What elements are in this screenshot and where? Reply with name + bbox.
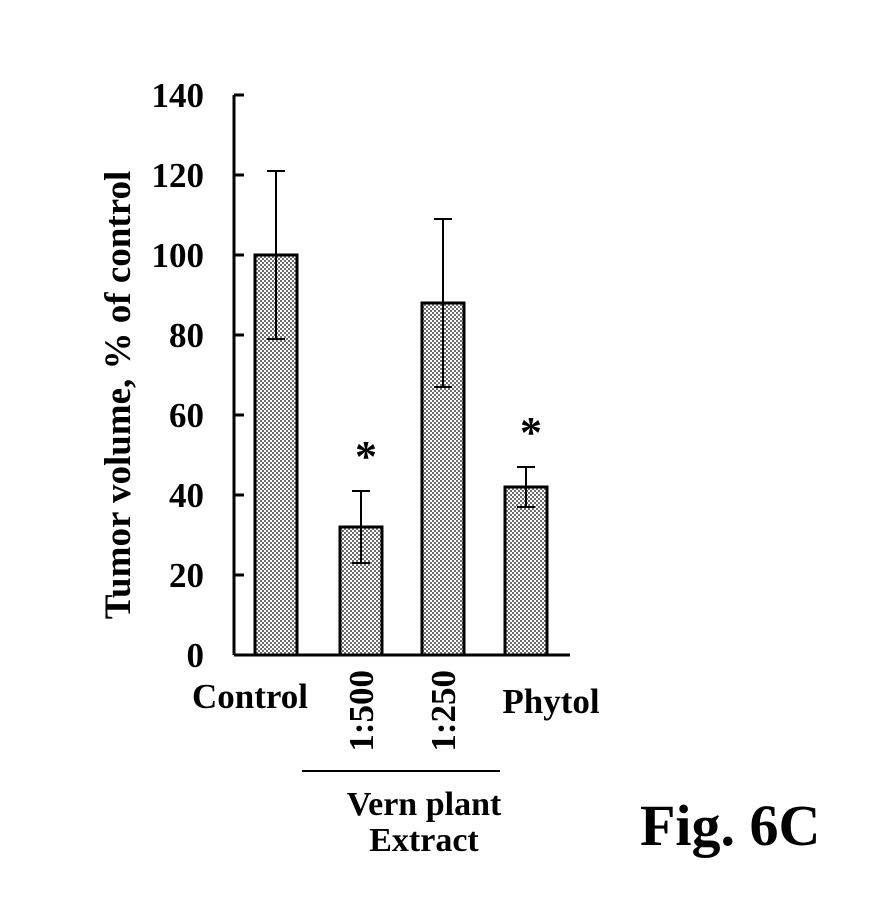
y-tick-label: 20 — [169, 556, 204, 595]
group-label-line2: Extract — [369, 822, 479, 859]
x-tick-label: 1:500 — [342, 670, 381, 752]
y-tick-label: 140 — [152, 76, 205, 115]
x-tick-label: 1:250 — [424, 670, 463, 752]
y-tick-label: 120 — [152, 156, 205, 195]
y-ticks: 0 20 40 60 80 100 120 140 — [152, 76, 244, 675]
y-tick-label: 0 — [187, 636, 205, 675]
bar — [503, 485, 549, 657]
significance-marks: * * — [355, 408, 542, 481]
y-tick-label: 40 — [169, 476, 204, 515]
x-tick-label: Phytol — [502, 682, 600, 721]
y-tick-label: 80 — [169, 316, 204, 355]
y-tick-label: 100 — [152, 236, 205, 275]
error-bars — [267, 170, 535, 564]
bars — [253, 253, 549, 657]
x-tick-labels: Control 1:500 1:250 Phytol — [192, 670, 600, 752]
figure-label: Fig. 6C — [640, 793, 821, 858]
y-axis-label: Tumor volume, % of control — [98, 171, 139, 619]
bar — [420, 301, 466, 657]
significance-star: * — [355, 432, 377, 481]
group-label-line1: Vern plant — [347, 786, 502, 823]
y-tick-label: 60 — [169, 396, 204, 435]
x-tick-label: Control — [192, 677, 308, 716]
significance-star: * — [520, 408, 542, 457]
